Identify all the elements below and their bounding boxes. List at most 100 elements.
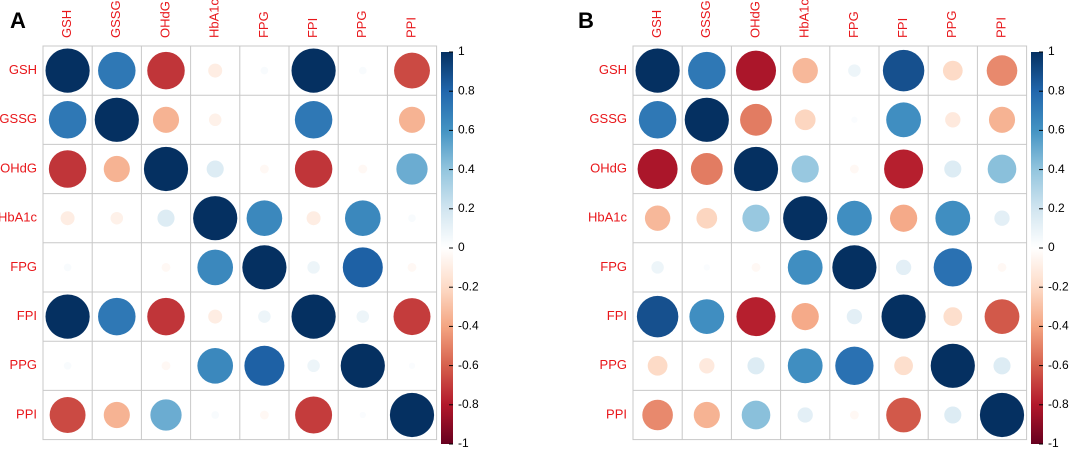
correlation-circle-GSSG-HbA1c: [794, 109, 816, 131]
correlation-circle-PPI-GSH: [642, 399, 673, 431]
correlation-circle-GSH-OHdG: [147, 51, 185, 90]
correlation-circle-FPI-PPI: [984, 299, 1020, 334]
correlation-circle-HbA1c-HbA1c: [193, 196, 238, 241]
row-label: FPG: [10, 259, 37, 274]
correlation-circle-GSSG-OHdG: [740, 103, 772, 136]
correlation-circle-OHdG-OHdG: [733, 146, 779, 192]
correlation-circle-PPI-FPG: [259, 410, 269, 420]
correlation-circle-GSSG-HbA1c: [208, 113, 222, 127]
correlation-circle-FPI-FPI: [881, 294, 926, 339]
correlation-circle-PPI-FPG: [849, 410, 859, 420]
row-label: PPG: [600, 357, 627, 372]
correlation-circle-HbA1c-FPI: [306, 211, 321, 226]
correlation-circle-PPG-PPG: [340, 343, 385, 388]
correlation-circle-FPI-PPI: [393, 298, 431, 336]
correlation-circle-FPI-FPG: [846, 308, 863, 325]
colorbar-tick-label: -1: [1048, 436, 1059, 450]
row-label: GSSG: [589, 111, 627, 126]
column-label: HbA1c: [207, 0, 222, 38]
colorbar-tick-label: 0.2: [1048, 201, 1065, 215]
correlation-circle-GSSG-PPI: [398, 106, 426, 133]
correlation-circle-PPG-FPI: [307, 359, 320, 373]
correlation-circle-FPI-PPG: [943, 307, 963, 326]
correlation-circle-HbA1c-GSH: [644, 205, 671, 231]
correlation-circle-PPI-OHdG: [741, 400, 771, 430]
column-label: FPI: [895, 18, 910, 38]
colorbar-tick-label: 0.6: [458, 123, 475, 137]
column-label: PPG: [944, 11, 959, 38]
correlation-circle-GSSG-GSH: [48, 101, 87, 139]
correlation-circle-PPG-GSH: [63, 361, 72, 370]
correlation-circle-OHdG-GSSG: [103, 155, 130, 183]
correlation-circle-FPI-GSH: [636, 295, 679, 338]
correlation-circle-PPI-PPI: [389, 392, 435, 438]
correlation-circle-FPG-OHdG: [751, 262, 761, 272]
correlation-circle-HbA1c-FPI: [889, 204, 918, 232]
colorbar-tick-label: 0.4: [458, 162, 475, 176]
correlation-circle-HbA1c-PPI: [408, 214, 416, 223]
correlation-circle-FPG-OHdG: [161, 262, 171, 272]
correlation-circle-HbA1c-GSSG: [696, 207, 718, 229]
row-label: GSSG: [0, 111, 37, 126]
correlation-circle-GSSG-PPI: [988, 106, 1016, 133]
panel-b: B GSH GSSG OHdG HbA1c FPG FPI PPG PPI GSH GSSG OHdG…: [578, 0, 1069, 450]
correlation-circle-GSH-FPI: [882, 49, 925, 92]
colorbar-tick-label: -0.6: [1048, 358, 1069, 372]
colorbar: [441, 52, 453, 444]
correlation-circle-PPI-PPG: [359, 411, 366, 419]
correlation-circle-OHdG-PPG: [944, 160, 962, 178]
correlation-circle-GSSG-FPI: [294, 101, 333, 139]
column-label: GSSG: [698, 0, 713, 38]
colorbar-tick-label: -0.8: [1048, 397, 1069, 411]
correlation-circle-FPG-HbA1c: [787, 250, 823, 285]
colorbar-tick-label: -0.4: [1048, 319, 1069, 333]
correlation-circle-FPI-PPG: [356, 310, 370, 323]
correlation-circle-GSH-HbA1c: [792, 57, 818, 84]
column-label: PPI: [403, 17, 418, 38]
column-label: FPI: [305, 18, 320, 38]
colorbar-tick-label: 0.8: [458, 83, 475, 97]
correlation-circle-FPG-PPG: [933, 248, 972, 287]
column-label: OHdG: [157, 1, 172, 38]
colorbar-tick-label: -0.8: [458, 397, 479, 411]
correlation-circle-GSSG-GSSG: [684, 97, 729, 142]
correlation-circle-GSH-GSH: [635, 48, 680, 93]
correlation-circle-PPG-FPG: [244, 345, 285, 386]
correlation-circle-GSH-FPI: [291, 48, 336, 93]
correlation-circle-PPI-FPI: [295, 396, 333, 434]
correlation-circle-OHdG-OHdG: [143, 146, 189, 192]
row-label: OHdG: [590, 160, 627, 175]
correlation-circle-OHdG-GSH: [637, 148, 678, 190]
row-label: FPI: [607, 308, 627, 323]
column-label: PPI: [993, 17, 1008, 38]
correlation-circle-PPI-GSH: [49, 397, 86, 433]
panel-a: A GSH GSSG OHdG HbA1c FPG FPI PPG PPI GSH GSSG OHdG…: [0, 0, 479, 450]
correlation-circle-PPI-GSSG: [693, 401, 720, 429]
correlation-circle-GSH-PPG: [942, 60, 963, 81]
correlation-circle-PPG-HbA1c: [197, 347, 234, 384]
correlation-circle-FPI-FPI: [291, 294, 336, 339]
column-label: GSH: [649, 10, 664, 38]
column-label: GSSG: [108, 0, 123, 38]
correlation-circle-PPG-PPI: [993, 357, 1011, 375]
colorbar-tick-label: -0.2: [458, 279, 479, 293]
colorbar-tick-label: -0.2: [1048, 279, 1069, 293]
row-label: PPG: [10, 357, 37, 372]
correlation-circle-OHdG-FPG: [259, 164, 269, 174]
correlation-circle-FPG-FPG: [242, 245, 287, 290]
correlation-circle-FPI-FPG: [258, 310, 271, 323]
correlation-circle-GSH-GSSG: [688, 51, 726, 90]
correlation-circle-FPG-FPI: [307, 261, 320, 274]
correlation-circle-HbA1c-PPI: [994, 210, 1010, 226]
correlation-circle-PPG-OHdG: [161, 361, 171, 371]
correlation-circle-OHdG-FPG: [849, 164, 859, 174]
correlation-circle-OHdG-GSH: [48, 150, 87, 188]
colorbar-tick-label: -1: [458, 436, 469, 450]
correlation-circle-FPG-PPG: [342, 247, 383, 288]
row-label: GSH: [9, 62, 37, 77]
correlation-circle-GSSG-FPI: [886, 102, 921, 138]
correlation-circle-PPG-GSSG: [699, 358, 715, 374]
correlation-circle-GSSG-PPG: [945, 112, 961, 128]
correlation-circle-FPI-HbA1c: [208, 309, 223, 324]
